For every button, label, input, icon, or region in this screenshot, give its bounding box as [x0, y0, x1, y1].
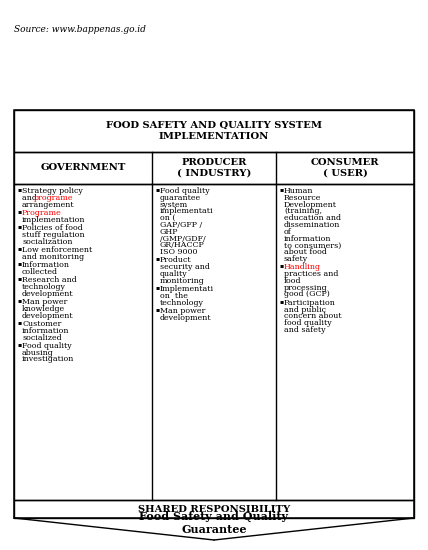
Text: ▪: ▪	[279, 263, 283, 268]
Text: security and: security and	[160, 263, 210, 271]
Text: information: information	[22, 327, 69, 335]
Text: on  the: on the	[160, 292, 188, 300]
Text: information: information	[284, 235, 332, 243]
Text: PRODUCER
( INDUSTRY): PRODUCER ( INDUSTRY)	[177, 158, 251, 178]
Text: Policies of food: Policies of food	[22, 224, 83, 232]
Text: SHARED RESPONSIBILITY: SHARED RESPONSIBILITY	[138, 504, 290, 514]
Bar	[14, 110, 414, 518]
Text: concern about: concern about	[284, 312, 342, 321]
Text: Product: Product	[160, 256, 192, 265]
Text: ▪: ▪	[155, 307, 159, 312]
Text: system: system	[160, 201, 188, 208]
Bar	[14, 110, 414, 152]
Text: Resource: Resource	[284, 194, 321, 202]
Text: GR/HACCP: GR/HACCP	[160, 241, 205, 249]
Text: Information: Information	[22, 261, 70, 269]
Text: development: development	[160, 314, 211, 322]
Text: collected: collected	[22, 268, 58, 276]
Text: CONSUMER
( USER): CONSUMER ( USER)	[311, 158, 379, 178]
Text: GAP/GFP /: GAP/GFP /	[160, 221, 202, 229]
Text: technology: technology	[22, 283, 66, 291]
Text: ISO 9000: ISO 9000	[160, 248, 197, 256]
Text: FOOD SAFETY AND QUALITY SYSTEM
IMPLEMENTATION: FOOD SAFETY AND QUALITY SYSTEM IMPLEMENT…	[106, 122, 322, 141]
Text: ▪: ▪	[17, 298, 21, 303]
Text: Handling: Handling	[284, 263, 321, 271]
Text: Low enforcement: Low enforcement	[22, 246, 92, 254]
Text: development: development	[22, 290, 74, 298]
Text: ▪: ▪	[155, 187, 159, 192]
Text: ▪: ▪	[155, 285, 159, 290]
Text: of: of	[284, 228, 292, 236]
Text: food quality: food quality	[284, 319, 332, 327]
Text: Programe: Programe	[22, 209, 62, 217]
Text: development: development	[22, 312, 74, 320]
Text: and monitoring: and monitoring	[22, 252, 84, 261]
Text: investigation: investigation	[22, 355, 74, 364]
Text: Food quality: Food quality	[22, 342, 72, 350]
Text: technology: technology	[160, 299, 204, 307]
Text: ▪: ▪	[279, 187, 283, 192]
Text: GHP: GHP	[160, 228, 178, 236]
Text: arrangement: arrangement	[22, 201, 74, 208]
Bar	[14, 152, 414, 184]
Text: abusing: abusing	[22, 349, 54, 356]
Text: guarantee: guarantee	[160, 194, 201, 202]
Text: Development: Development	[284, 201, 337, 208]
Text: ▪: ▪	[17, 224, 21, 229]
Text: good (GCP): good (GCP)	[284, 290, 330, 299]
Text: ▪: ▪	[17, 261, 21, 266]
Text: ▪: ▪	[17, 276, 21, 281]
Text: ▪: ▪	[279, 299, 283, 304]
Text: Customer: Customer	[22, 320, 61, 328]
Text: ▪: ▪	[17, 209, 21, 214]
Text: Research and: Research and	[22, 276, 77, 284]
Text: Strategy policy: Strategy policy	[22, 187, 83, 195]
Text: /GMP/GDF/: /GMP/GDF/	[160, 235, 205, 243]
Text: to consumers): to consumers)	[284, 241, 342, 249]
Bar	[14, 500, 414, 518]
Text: Human: Human	[284, 187, 313, 195]
Text: on (: on (	[160, 214, 175, 222]
Text: Implementati: Implementati	[160, 285, 214, 293]
Text: ▪: ▪	[17, 320, 21, 325]
Text: and public: and public	[284, 306, 326, 313]
Text: and safety: and safety	[284, 326, 326, 334]
Text: socialization: socialization	[22, 238, 72, 246]
Text: processing: processing	[284, 284, 327, 292]
Text: dissemination: dissemination	[284, 221, 340, 229]
Text: ▪: ▪	[155, 256, 159, 261]
Text: Food Safety and Quality
Guarantee: Food Safety and Quality Guarantee	[140, 511, 288, 535]
Text: implementati: implementati	[160, 207, 214, 216]
Text: (training,: (training,	[284, 207, 322, 216]
Text: stuff regulation: stuff regulation	[22, 231, 85, 239]
Text: about food: about food	[284, 248, 327, 256]
Text: Man power: Man power	[160, 307, 205, 315]
Text: implementation: implementation	[22, 216, 86, 224]
Text: monitoring: monitoring	[160, 277, 205, 285]
Text: Participation: Participation	[284, 299, 336, 307]
Text: Source: www.bappenas.go.id: Source: www.bappenas.go.id	[14, 25, 146, 35]
Text: Man power: Man power	[22, 298, 67, 306]
Bar	[14, 184, 414, 500]
Text: GOVERNMENT: GOVERNMENT	[40, 163, 126, 173]
Text: quality: quality	[160, 270, 188, 278]
Text: programe: programe	[34, 194, 73, 202]
Text: ▪: ▪	[17, 187, 21, 192]
Text: knowledge: knowledge	[22, 305, 65, 313]
Text: ▪: ▪	[17, 246, 21, 251]
Text: ▪: ▪	[17, 342, 21, 347]
Text: Food quality: Food quality	[160, 187, 210, 195]
Text: socialized: socialized	[22, 333, 62, 342]
Text: education and: education and	[284, 214, 341, 222]
Text: practices and: practices and	[284, 270, 339, 278]
Text: and: and	[22, 194, 39, 202]
Text: food: food	[284, 277, 301, 285]
Text: safety: safety	[284, 255, 308, 263]
